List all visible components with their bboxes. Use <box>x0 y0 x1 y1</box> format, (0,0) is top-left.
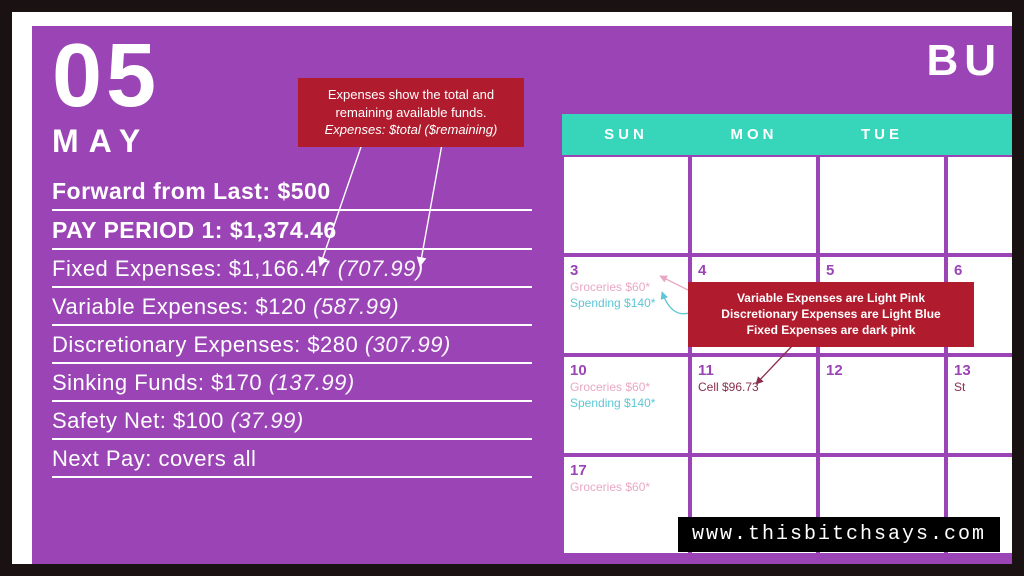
expense-label: Safety Net: $100 <box>52 408 231 433</box>
calendar-cell: 12 <box>818 355 946 455</box>
day-number: 5 <box>826 262 938 279</box>
calendar-day-header: TUE <box>818 114 946 155</box>
expense-item: Groceries $60* <box>570 479 682 495</box>
expense-remaining: (307.99) <box>365 332 451 357</box>
expense-row: Discretionary Expenses: $280 (307.99) <box>52 326 532 364</box>
expense-label: Sinking Funds: $170 <box>52 370 269 395</box>
expense-item: St <box>954 379 1012 395</box>
panel-title-fragment: BU <box>926 36 1002 86</box>
calendar-day-header: SUN <box>562 114 690 155</box>
day-number: 11 <box>698 362 810 379</box>
expense-remaining: (37.99) <box>231 408 304 433</box>
inner-frame: BU 05 MAY Forward from Last: $500 PAY PE… <box>12 12 1012 564</box>
expense-row: Fixed Expenses: $1,166.47 (707.99) <box>52 250 532 288</box>
calendar-cell: 11Cell $96.73 <box>690 355 818 455</box>
budget-panel: BU 05 MAY Forward from Last: $500 PAY PE… <box>32 26 1012 564</box>
expense-item: Spending $140* <box>570 295 682 311</box>
calendar-cell <box>818 155 946 255</box>
calendar-day-header: MON <box>690 114 818 155</box>
expense-lines: Fixed Expenses: $1,166.47 (707.99)Variab… <box>52 250 532 478</box>
callout-expenses-l2: remaining available funds. <box>310 104 512 122</box>
expense-item: Spending $140* <box>570 395 682 411</box>
watermark: www.thisbitchsays.com <box>678 517 1000 552</box>
expense-row: Variable Expenses: $120 (587.99) <box>52 288 532 326</box>
expense-row: Safety Net: $100 (37.99) <box>52 402 532 440</box>
expense-label: Next Pay: covers all <box>52 446 256 471</box>
calendar-cell: 17Groceries $60* <box>562 455 690 555</box>
calendar-cell: 10Groceries $60*Spending $140* <box>562 355 690 455</box>
callout-expenses-l1: Expenses show the total and <box>310 86 512 104</box>
callout-legend-l2: Discretionary Expenses are Light Blue <box>700 306 962 322</box>
expense-item: Cell $96.73 <box>698 379 810 395</box>
day-number: 12 <box>826 362 938 379</box>
expense-item: Groceries $60* <box>570 379 682 395</box>
expense-item: Groceries $60* <box>570 279 682 295</box>
calendar-header: SUNMONTUE <box>562 114 1012 155</box>
day-number: 6 <box>954 262 1012 279</box>
calendar-cell: 13St <box>946 355 1012 455</box>
day-number: 10 <box>570 362 682 379</box>
day-number: 17 <box>570 462 682 479</box>
expense-label: Discretionary Expenses: $280 <box>52 332 365 357</box>
callout-legend-l3: Fixed Expenses are dark pink <box>700 322 962 338</box>
calendar-cell <box>562 155 690 255</box>
calendar-cell <box>690 155 818 255</box>
callout-expenses: Expenses show the total and remaining av… <box>298 78 524 147</box>
callout-legend-l1: Variable Expenses are Light Pink <box>700 290 962 306</box>
callout-legend: Variable Expenses are Light Pink Discret… <box>688 282 974 347</box>
expense-remaining: (137.99) <box>269 370 355 395</box>
calendar-cell: 3Groceries $60*Spending $140* <box>562 255 690 355</box>
calendar-cell <box>946 155 1012 255</box>
expense-label: Variable Expenses: $120 <box>52 294 313 319</box>
expense-row: Next Pay: covers all <box>52 440 532 478</box>
pay-period-row: PAY PERIOD 1: $1,374.46 <box>52 211 532 250</box>
day-number: 4 <box>698 262 810 279</box>
calendar-body: 3Groceries $60*Spending $140*45610Grocer… <box>562 155 1012 555</box>
expense-remaining: (707.99) <box>338 256 424 281</box>
forward-row: Forward from Last: $500 <box>52 172 532 211</box>
outer-frame: BU 05 MAY Forward from Last: $500 PAY PE… <box>0 0 1024 576</box>
expense-row: Sinking Funds: $170 (137.99) <box>52 364 532 402</box>
callout-expenses-l3: Expenses: $total ($remaining) <box>310 121 512 139</box>
expense-label: Fixed Expenses: $1,166.47 <box>52 256 338 281</box>
day-number: 13 <box>954 362 1012 379</box>
expense-remaining: (587.99) <box>313 294 399 319</box>
day-number: 3 <box>570 262 682 279</box>
calendar-day-header <box>946 114 1012 155</box>
